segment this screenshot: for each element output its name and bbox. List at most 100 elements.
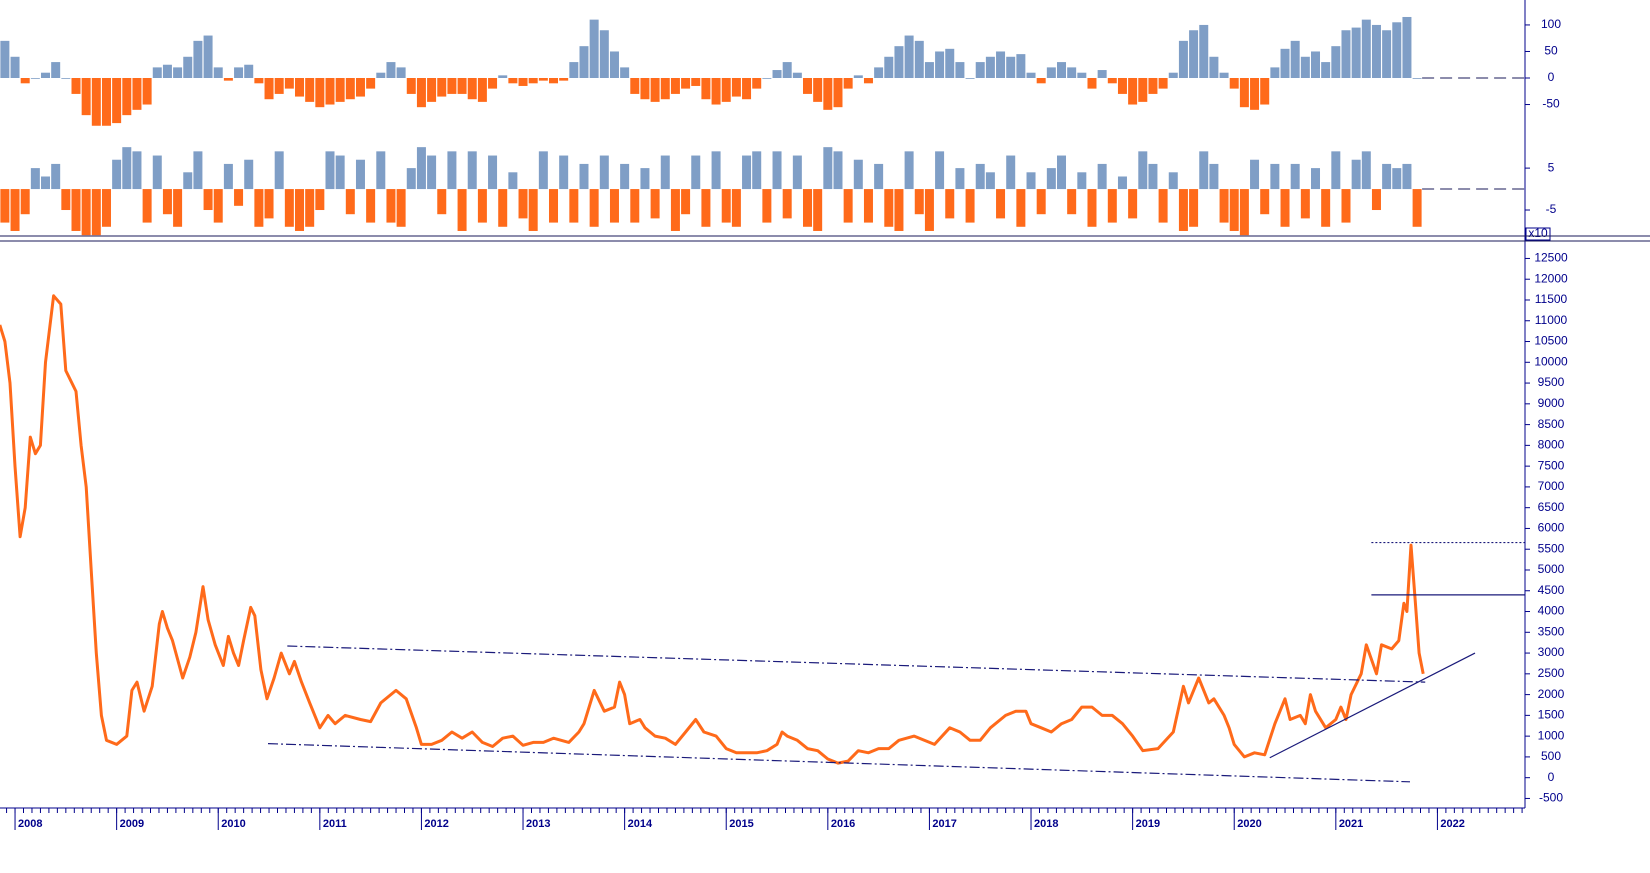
bar bbox=[386, 189, 396, 223]
bar bbox=[609, 51, 619, 78]
x-tick-label: 2021 bbox=[1339, 818, 1363, 830]
bar bbox=[1016, 54, 1026, 78]
y-tick-label: 4000 bbox=[1538, 604, 1565, 618]
bar bbox=[91, 78, 101, 126]
bar bbox=[1128, 78, 1138, 105]
bar bbox=[782, 62, 792, 78]
bar bbox=[721, 78, 731, 102]
x-tick-label: 2011 bbox=[323, 818, 347, 830]
bar bbox=[599, 155, 609, 190]
bar bbox=[518, 78, 528, 86]
bar bbox=[61, 189, 71, 211]
bar bbox=[1239, 78, 1249, 108]
bar bbox=[731, 78, 741, 97]
bar bbox=[284, 78, 294, 89]
y-tick-label: 6500 bbox=[1538, 500, 1565, 514]
bar bbox=[1046, 168, 1056, 190]
bar bbox=[345, 189, 355, 215]
bar bbox=[101, 189, 111, 227]
bar bbox=[762, 78, 772, 79]
bar bbox=[609, 189, 619, 223]
bar bbox=[762, 189, 772, 223]
bar bbox=[1199, 151, 1209, 190]
bar bbox=[244, 159, 254, 190]
bar bbox=[142, 78, 152, 105]
bar bbox=[1087, 78, 1097, 89]
bar bbox=[935, 151, 945, 190]
bar bbox=[295, 78, 305, 97]
bar bbox=[681, 78, 691, 89]
bar bbox=[823, 147, 833, 190]
bar bbox=[813, 189, 823, 231]
bar bbox=[437, 189, 447, 215]
bar bbox=[1148, 163, 1158, 190]
bar bbox=[1361, 19, 1371, 78]
bar bbox=[1057, 155, 1067, 190]
bar bbox=[1311, 168, 1321, 190]
x-tick-label: 2010 bbox=[221, 818, 245, 830]
bar bbox=[51, 163, 61, 190]
y-tick-label: 500 bbox=[1541, 749, 1561, 763]
y-tick-label: 9000 bbox=[1538, 396, 1565, 410]
bar bbox=[1077, 172, 1087, 190]
bar bbox=[752, 151, 762, 190]
bar bbox=[1250, 159, 1260, 190]
bar bbox=[488, 78, 498, 89]
bar bbox=[538, 78, 548, 81]
bar bbox=[742, 155, 752, 190]
bar bbox=[1107, 78, 1117, 84]
bar bbox=[0, 40, 10, 78]
y-tick-label: 10500 bbox=[1534, 334, 1568, 348]
bar bbox=[1402, 163, 1412, 190]
bar bbox=[295, 189, 305, 231]
bar bbox=[874, 163, 884, 190]
bar bbox=[1280, 189, 1290, 227]
bar bbox=[731, 189, 741, 227]
bar bbox=[569, 62, 579, 78]
bar bbox=[51, 62, 61, 78]
bar bbox=[274, 151, 284, 190]
bar bbox=[996, 51, 1006, 78]
bar bbox=[203, 35, 213, 78]
x-tick-label: 2014 bbox=[628, 818, 653, 830]
bar bbox=[1219, 189, 1229, 223]
bar bbox=[1412, 78, 1422, 79]
bar bbox=[193, 151, 203, 190]
y-tick-label: 11000 bbox=[1535, 313, 1568, 327]
y-tick-label: 100 bbox=[1541, 17, 1561, 31]
bar bbox=[213, 67, 223, 78]
bar bbox=[985, 56, 995, 78]
trend-line bbox=[1269, 652, 1476, 759]
bar bbox=[955, 168, 965, 190]
bar bbox=[843, 78, 853, 89]
y-tick-label: 7000 bbox=[1538, 479, 1565, 493]
bar bbox=[366, 189, 376, 223]
bar bbox=[894, 189, 904, 231]
bar bbox=[833, 78, 843, 108]
bar bbox=[396, 189, 406, 227]
bar bbox=[1371, 24, 1381, 79]
y-tick-label: 9500 bbox=[1538, 375, 1565, 389]
bar bbox=[640, 168, 650, 190]
bar bbox=[1148, 78, 1158, 94]
bar bbox=[803, 189, 813, 227]
y-tick-label: -50 bbox=[1542, 97, 1560, 111]
bar bbox=[813, 78, 823, 102]
bar bbox=[1067, 189, 1077, 215]
bar bbox=[1331, 46, 1341, 78]
bar bbox=[406, 78, 416, 94]
x-tick-label: 2013 bbox=[526, 818, 550, 830]
bar bbox=[406, 168, 416, 190]
bar bbox=[213, 189, 223, 223]
bar bbox=[1026, 72, 1036, 78]
bar bbox=[1097, 163, 1107, 190]
bar bbox=[508, 172, 518, 190]
bar bbox=[1290, 163, 1300, 190]
bar bbox=[782, 189, 792, 219]
bar bbox=[589, 19, 599, 78]
bar bbox=[975, 163, 985, 190]
x-tick-label: 2016 bbox=[831, 818, 855, 830]
bar bbox=[477, 78, 487, 102]
bar bbox=[457, 78, 467, 94]
